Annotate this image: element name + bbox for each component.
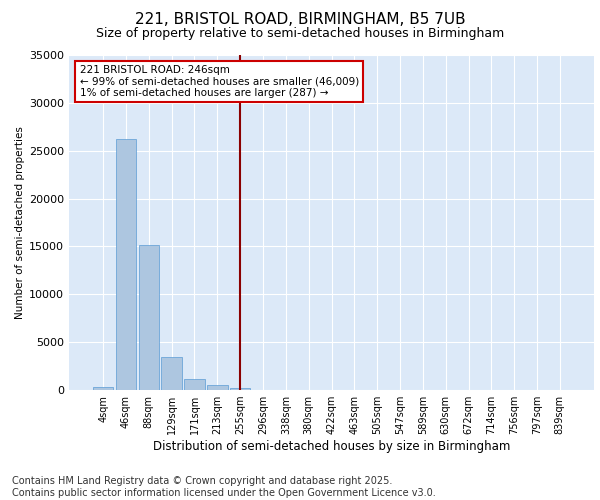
Text: Contains HM Land Registry data © Crown copyright and database right 2025.
Contai: Contains HM Land Registry data © Crown c… xyxy=(12,476,436,498)
Text: 221, BRISTOL ROAD, BIRMINGHAM, B5 7UB: 221, BRISTOL ROAD, BIRMINGHAM, B5 7UB xyxy=(134,12,466,28)
Bar xyxy=(116,139,136,390)
Bar xyxy=(184,380,205,390)
Bar xyxy=(161,358,182,390)
Bar xyxy=(139,244,159,390)
Text: 221 BRISTOL ROAD: 246sqm
← 99% of semi-detached houses are smaller (46,009)
1% o: 221 BRISTOL ROAD: 246sqm ← 99% of semi-d… xyxy=(79,65,359,98)
Y-axis label: Number of semi-detached properties: Number of semi-detached properties xyxy=(15,126,25,319)
Bar xyxy=(207,385,227,390)
X-axis label: Distribution of semi-detached houses by size in Birmingham: Distribution of semi-detached houses by … xyxy=(153,440,510,453)
Bar xyxy=(230,388,250,390)
Text: Size of property relative to semi-detached houses in Birmingham: Size of property relative to semi-detach… xyxy=(96,28,504,40)
Bar xyxy=(93,387,113,390)
